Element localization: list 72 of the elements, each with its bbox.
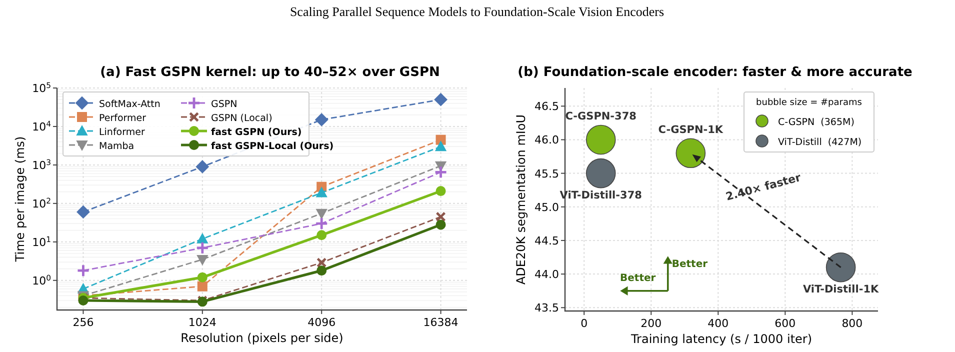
y-tick-label: 46.0	[534, 134, 559, 147]
chart-title: (b) Foundation-scale encoder: faster & more accurate	[518, 65, 913, 80]
text: Scaling Parallel Sequence Models to Foundation-Scale Vision Encoders	[290, 4, 664, 19]
point	[196, 254, 208, 265]
y-axis-title: ADE20K segmentation mIoU	[514, 114, 528, 285]
point	[586, 124, 616, 155]
legend-label: C-GSPN (365M)	[778, 117, 854, 128]
x-tick-label: 256	[72, 316, 94, 329]
point	[316, 187, 328, 198]
x-axis-title: Resolution (pixels per side)	[180, 331, 344, 345]
legend-label: GSPN	[211, 99, 238, 110]
y-tick-label: 10$^{3}$	[32, 157, 52, 172]
y-tick-label: 10$^{5}$	[32, 80, 52, 95]
x-tick-label: 4096	[308, 316, 336, 329]
y-axis-title: Time per image (ms)	[13, 136, 27, 263]
point	[434, 93, 448, 106]
x-tick-label: 0	[580, 317, 588, 330]
y-tick-label: 45.0	[534, 200, 559, 214]
point	[316, 230, 327, 240]
x-axis-title: Training latency (s / 1000 iter)	[630, 332, 812, 346]
point	[78, 296, 88, 306]
y-tick-label: 10$^{0}$	[32, 272, 52, 288]
legend-label: SoftMax-Attn	[99, 99, 160, 110]
y-tick-label: 10$^{1}$	[32, 234, 52, 249]
legend-label: Mamba	[99, 141, 134, 152]
x-tick-label: 600	[774, 317, 796, 330]
point	[196, 160, 209, 174]
point	[78, 265, 89, 276]
y-tick-label: 46.5	[534, 100, 559, 114]
y-tick-label: 10$^{4}$	[32, 118, 52, 134]
x-tick-label: 16384	[423, 316, 458, 329]
x-tick-label: 1024	[188, 316, 216, 329]
point	[676, 138, 706, 168]
point	[435, 141, 446, 152]
annotation: C-GSPN-1K	[658, 124, 724, 136]
point	[197, 281, 208, 292]
y-tick-label: 44.5	[534, 234, 559, 248]
x-tick-label: 200	[640, 317, 662, 330]
point	[76, 205, 90, 218]
annotation: 2.40× faster	[724, 170, 803, 204]
point	[436, 186, 446, 196]
legend-label: Performer	[99, 113, 146, 124]
point	[316, 208, 328, 219]
legend-label: ViT-Distill (427M)	[778, 137, 862, 148]
point	[315, 113, 328, 126]
y-tick-label: 43.5	[534, 302, 559, 315]
point	[197, 272, 208, 282]
legend-label: fast GSPN-Local (Ours)	[211, 141, 334, 152]
legend-label: GSPN (Local)	[211, 113, 272, 124]
point	[316, 266, 327, 276]
annotation: Better	[672, 258, 708, 270]
annotation: C-GSPN-378	[565, 110, 636, 123]
y-tick-label: 45.5	[534, 167, 559, 180]
x-tick-label: 800	[842, 317, 863, 330]
point	[586, 158, 616, 188]
x-tick-label: 400	[708, 317, 729, 330]
annotation: ViT-Distill-1K	[802, 283, 880, 296]
y-tick-label: 44.0	[534, 268, 559, 282]
legend-title: bubble size = #params	[756, 98, 862, 108]
legend-label: Linformer	[99, 127, 145, 138]
chart-title: (a) Fast GSPN kernel: up to 40–52× over GSPN	[100, 65, 440, 80]
point	[826, 252, 856, 282]
point	[196, 242, 208, 254]
point	[436, 212, 446, 222]
point	[316, 218, 328, 230]
point	[196, 233, 208, 244]
y-tick-label: 10$^{2}$	[32, 196, 52, 210]
annotation: Better	[620, 272, 656, 284]
point	[436, 220, 446, 230]
legend-label: fast GSPN (Ours)	[211, 127, 302, 138]
point	[316, 258, 326, 268]
point	[435, 166, 446, 178]
